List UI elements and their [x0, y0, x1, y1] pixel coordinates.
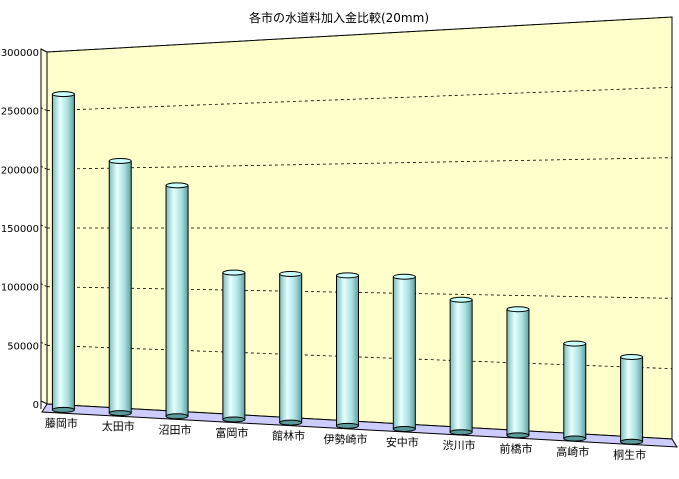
x-tick-label: 富岡市: [215, 425, 248, 439]
bar: [51, 91, 75, 413]
bar: [449, 296, 473, 436]
bar-body: [51, 93, 75, 411]
bar: [620, 353, 644, 445]
bar-body: [108, 160, 132, 414]
bar-top: [563, 340, 587, 347]
bar-base: [563, 435, 587, 442]
x-tick-label: 沼田市: [159, 422, 192, 436]
x-tick-label: 桐生市: [613, 448, 646, 462]
grid-line-side: [40, 107, 48, 112]
bar-top: [449, 296, 473, 303]
bar-body: [279, 273, 303, 424]
bar: [279, 270, 303, 426]
grid-line: [46, 16, 673, 53]
bar-base: [51, 406, 75, 413]
x-tick-label: 藤岡市: [45, 416, 78, 430]
bar: [392, 273, 416, 433]
bar-top: [165, 182, 189, 189]
bar-body: [392, 276, 416, 430]
x-tick-label: 渋川市: [443, 438, 476, 452]
bar: [165, 182, 189, 420]
bar-body: [449, 299, 473, 433]
x-tick-label: 前橋市: [499, 441, 532, 455]
bar-top: [222, 269, 246, 276]
bar-body: [336, 274, 359, 427]
bar-top: [336, 272, 359, 279]
grid-line: [46, 344, 673, 370]
bar: [336, 272, 359, 429]
chart-side-wall: [40, 48, 48, 405]
grid-line: [46, 286, 673, 299]
bar-top: [51, 91, 75, 98]
grid-line-side: [40, 48, 48, 53]
y-tick-label: 100000: [1, 283, 39, 294]
bar-base: [392, 426, 416, 433]
bar-top: [620, 353, 644, 360]
y-tick-label: 0: [33, 400, 39, 411]
bar-base: [336, 422, 359, 429]
bar-top: [392, 273, 416, 280]
bar: [563, 340, 587, 442]
grid-line-side: [40, 283, 48, 288]
bar-body: [563, 343, 587, 440]
bar-body: [506, 308, 530, 436]
grid-line-side: [40, 341, 48, 346]
bar-body: [620, 356, 644, 443]
bar-base: [620, 438, 644, 445]
y-tick-label: 150000: [1, 224, 39, 235]
bar: [108, 157, 132, 417]
x-tick-label: 高崎市: [556, 445, 589, 459]
grid-line: [46, 86, 673, 112]
bar-base: [449, 429, 473, 436]
chart-title: 各市の水道料加入金比較(20mm): [249, 10, 429, 25]
x-tick-label: 太田市: [102, 419, 135, 433]
y-tick-label: 250000: [1, 107, 39, 118]
y-tick-label: 300000: [1, 48, 39, 59]
grid-line: [46, 157, 673, 170]
bar-top: [108, 157, 132, 164]
x-tick-label: 伊勢崎市: [324, 432, 368, 446]
x-tick-label: 安中市: [386, 435, 419, 449]
y-tick-label: 50000: [7, 341, 39, 352]
x-tick-label: 館林市: [272, 429, 305, 443]
bar-base: [279, 419, 303, 426]
grid-line-side: [40, 165, 48, 170]
grid-line-side: [40, 224, 48, 229]
y-tick-label: 200000: [1, 165, 39, 176]
bar-body: [165, 184, 189, 417]
plot-area: 0 50000 100000 150000 200000 250000 300000 藤岡市 太…: [1, 16, 678, 462]
bar-base: [506, 432, 530, 439]
bar-base: [108, 410, 132, 417]
bar-base: [165, 413, 189, 420]
bar: [222, 269, 246, 423]
bar-base: [222, 416, 246, 423]
bar: [506, 306, 530, 439]
bar-body: [222, 272, 246, 420]
bar-top: [279, 270, 303, 277]
bar-top: [506, 306, 530, 313]
